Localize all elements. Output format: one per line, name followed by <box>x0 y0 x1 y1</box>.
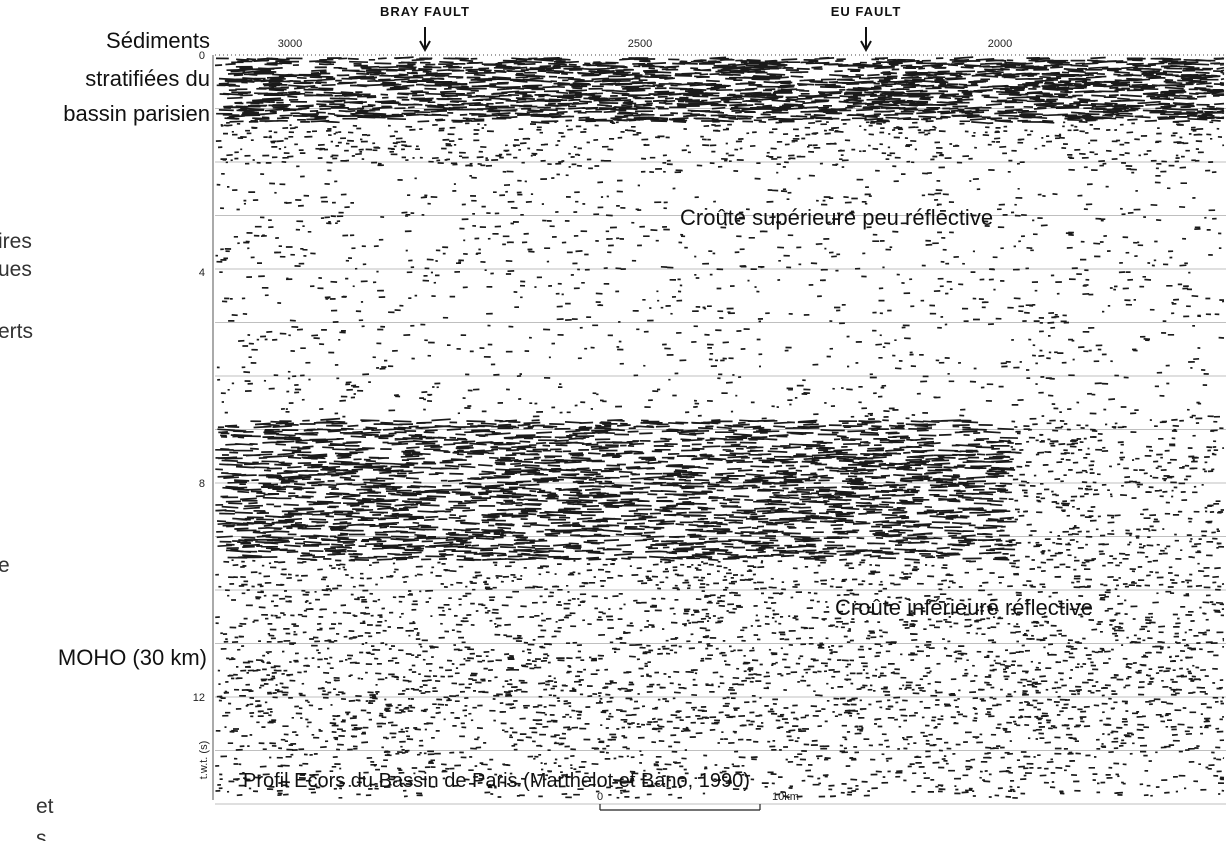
cropped-text: ires <box>0 230 32 253</box>
fault-label: BRAY FAULT <box>380 4 470 19</box>
scale-label: 10km <box>772 791 799 803</box>
time-tick-label: 4 <box>199 267 205 279</box>
shotpoint-label: 3000 <box>278 38 302 50</box>
annotation: stratifiées du <box>85 66 210 91</box>
fault-arrow <box>420 27 430 50</box>
time-axis-label: t.w.t. (s) <box>198 741 210 780</box>
fault-label: EU FAULT <box>831 4 902 19</box>
shotpoint-label: 2500 <box>628 38 652 50</box>
time-tick-label: 12 <box>193 692 205 704</box>
cropped-text: erts <box>0 320 33 343</box>
annotation: Croûte inférieure réflective <box>835 595 1093 620</box>
seismic-figure: BRAY FAULT EU FAULT 3000 2500 2000 0 4 8… <box>0 0 1226 841</box>
time-tick-label: 8 <box>199 478 205 490</box>
cropped-text: s <box>36 827 47 841</box>
annotation: MOHO (30 km) <box>58 645 207 670</box>
cropped-text: ues <box>0 258 32 281</box>
cropped-text: et <box>36 795 54 818</box>
cropped-text: e <box>0 554 10 577</box>
scale-label: 0 <box>597 791 603 803</box>
source-caption: Profil Ecors du Bassin de Paris (Marthel… <box>243 770 750 792</box>
annotation: Croûte supérieure peu réflective <box>680 205 993 230</box>
shotpoint-label: 2000 <box>988 38 1012 50</box>
scale-bar <box>600 804 760 810</box>
fault-arrow <box>861 27 871 50</box>
annotation: Sédiments <box>106 28 210 53</box>
seismic-reflections <box>215 57 1224 798</box>
annotation: bassin parisien <box>63 101 210 126</box>
